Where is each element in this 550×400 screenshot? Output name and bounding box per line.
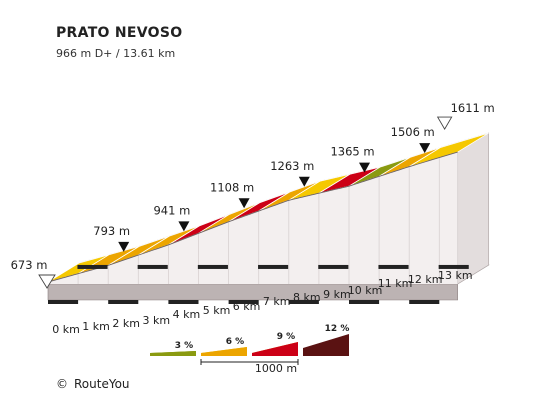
km-front-bar	[228, 300, 259, 304]
km-tick-label-7: 7 km	[263, 295, 291, 308]
km-ground-bar	[197, 264, 228, 269]
copyright-icon: ©	[56, 377, 68, 391]
km-ground-bar	[258, 264, 289, 269]
elevation-label-2: 941 m	[153, 203, 190, 217]
chart-title: PRATO NEVOSO	[56, 25, 182, 41]
km-front-bar	[108, 300, 139, 304]
elevation-label-6: 1506 m	[391, 125, 435, 139]
legend-wedge-9-red	[252, 342, 298, 356]
brand-name: RouteYou	[74, 377, 130, 391]
legend-wedge-3	[303, 334, 349, 356]
km-tick-label-1: 1 km	[82, 320, 110, 333]
km-tick-label-11: 11 km	[378, 277, 413, 290]
km-tick-label-4: 4 km	[173, 308, 201, 321]
legend-label-3: 12 %	[325, 324, 350, 334]
km-front-bar	[48, 300, 79, 304]
gradient-legend: 3 % 6 % 9 % 12 %	[150, 324, 349, 365]
finish-marker	[436, 116, 453, 130]
km-front-bar	[288, 300, 319, 304]
km-front-bar	[168, 300, 199, 304]
profile-end-face	[457, 132, 490, 285]
waypoint-marker-2	[178, 221, 190, 232]
km-tick-label-10: 10 km	[348, 284, 383, 297]
km-ground-bar	[318, 264, 349, 269]
km-ground-bar	[378, 264, 409, 269]
elevation-label-start: 673 m	[11, 258, 48, 272]
km-tick-label-5: 5 km	[203, 304, 231, 317]
elevation-label-4: 1263 m	[270, 159, 314, 173]
km-tick-label-3: 3 km	[143, 314, 171, 327]
distance-axis: 0 km 1 km 2 km 3 km 4 km 5 km 6 km 7 km 8 km 9 km…	[48, 264, 473, 336]
elevation-label-3: 1108 m	[210, 180, 254, 194]
km-tick-label-0: 0 km	[52, 323, 80, 336]
elevation-markers: 673 m 793 m 941 m 1108 m 1263 m 1365 m 1506 m 1…	[11, 101, 495, 289]
waypoint-marker-4	[298, 176, 310, 187]
km-ground-bar	[438, 264, 469, 269]
waypoint-marker-6	[419, 143, 431, 154]
scale-label: 1000 m	[255, 362, 297, 375]
start-marker	[38, 274, 56, 289]
km-tick-label-12: 12 km	[408, 273, 443, 286]
km-front-bar	[349, 300, 380, 304]
waypoint-marker-3	[238, 198, 250, 209]
km-ground-bar	[77, 264, 108, 269]
legend-label-1: 6 %	[226, 337, 244, 347]
elevation-label-finish: 1611 m	[451, 101, 495, 115]
km-ground-bar	[137, 264, 168, 269]
elevation-label-1: 793 m	[93, 224, 130, 238]
legend-wedge-3-olive	[150, 351, 196, 356]
elevation-label-5: 1365 m	[330, 145, 374, 159]
profile-front-edge	[47, 151, 458, 283]
waypoint-marker-5	[359, 162, 370, 173]
waypoint-marker-1	[118, 241, 130, 252]
chart-subtitle: 966 m D+ / 13.61 km	[56, 47, 175, 60]
km-tick-label-9: 9 km	[323, 288, 351, 301]
km-front-bar	[409, 300, 440, 304]
km-tick-label-2: 2 km	[112, 317, 140, 330]
legend-label-2: 9 %	[277, 332, 295, 342]
legend-label-0: 3 %	[175, 341, 193, 351]
km-tick-label-13: 13 km	[438, 269, 473, 282]
legend-wedge-6-orange	[201, 347, 247, 356]
